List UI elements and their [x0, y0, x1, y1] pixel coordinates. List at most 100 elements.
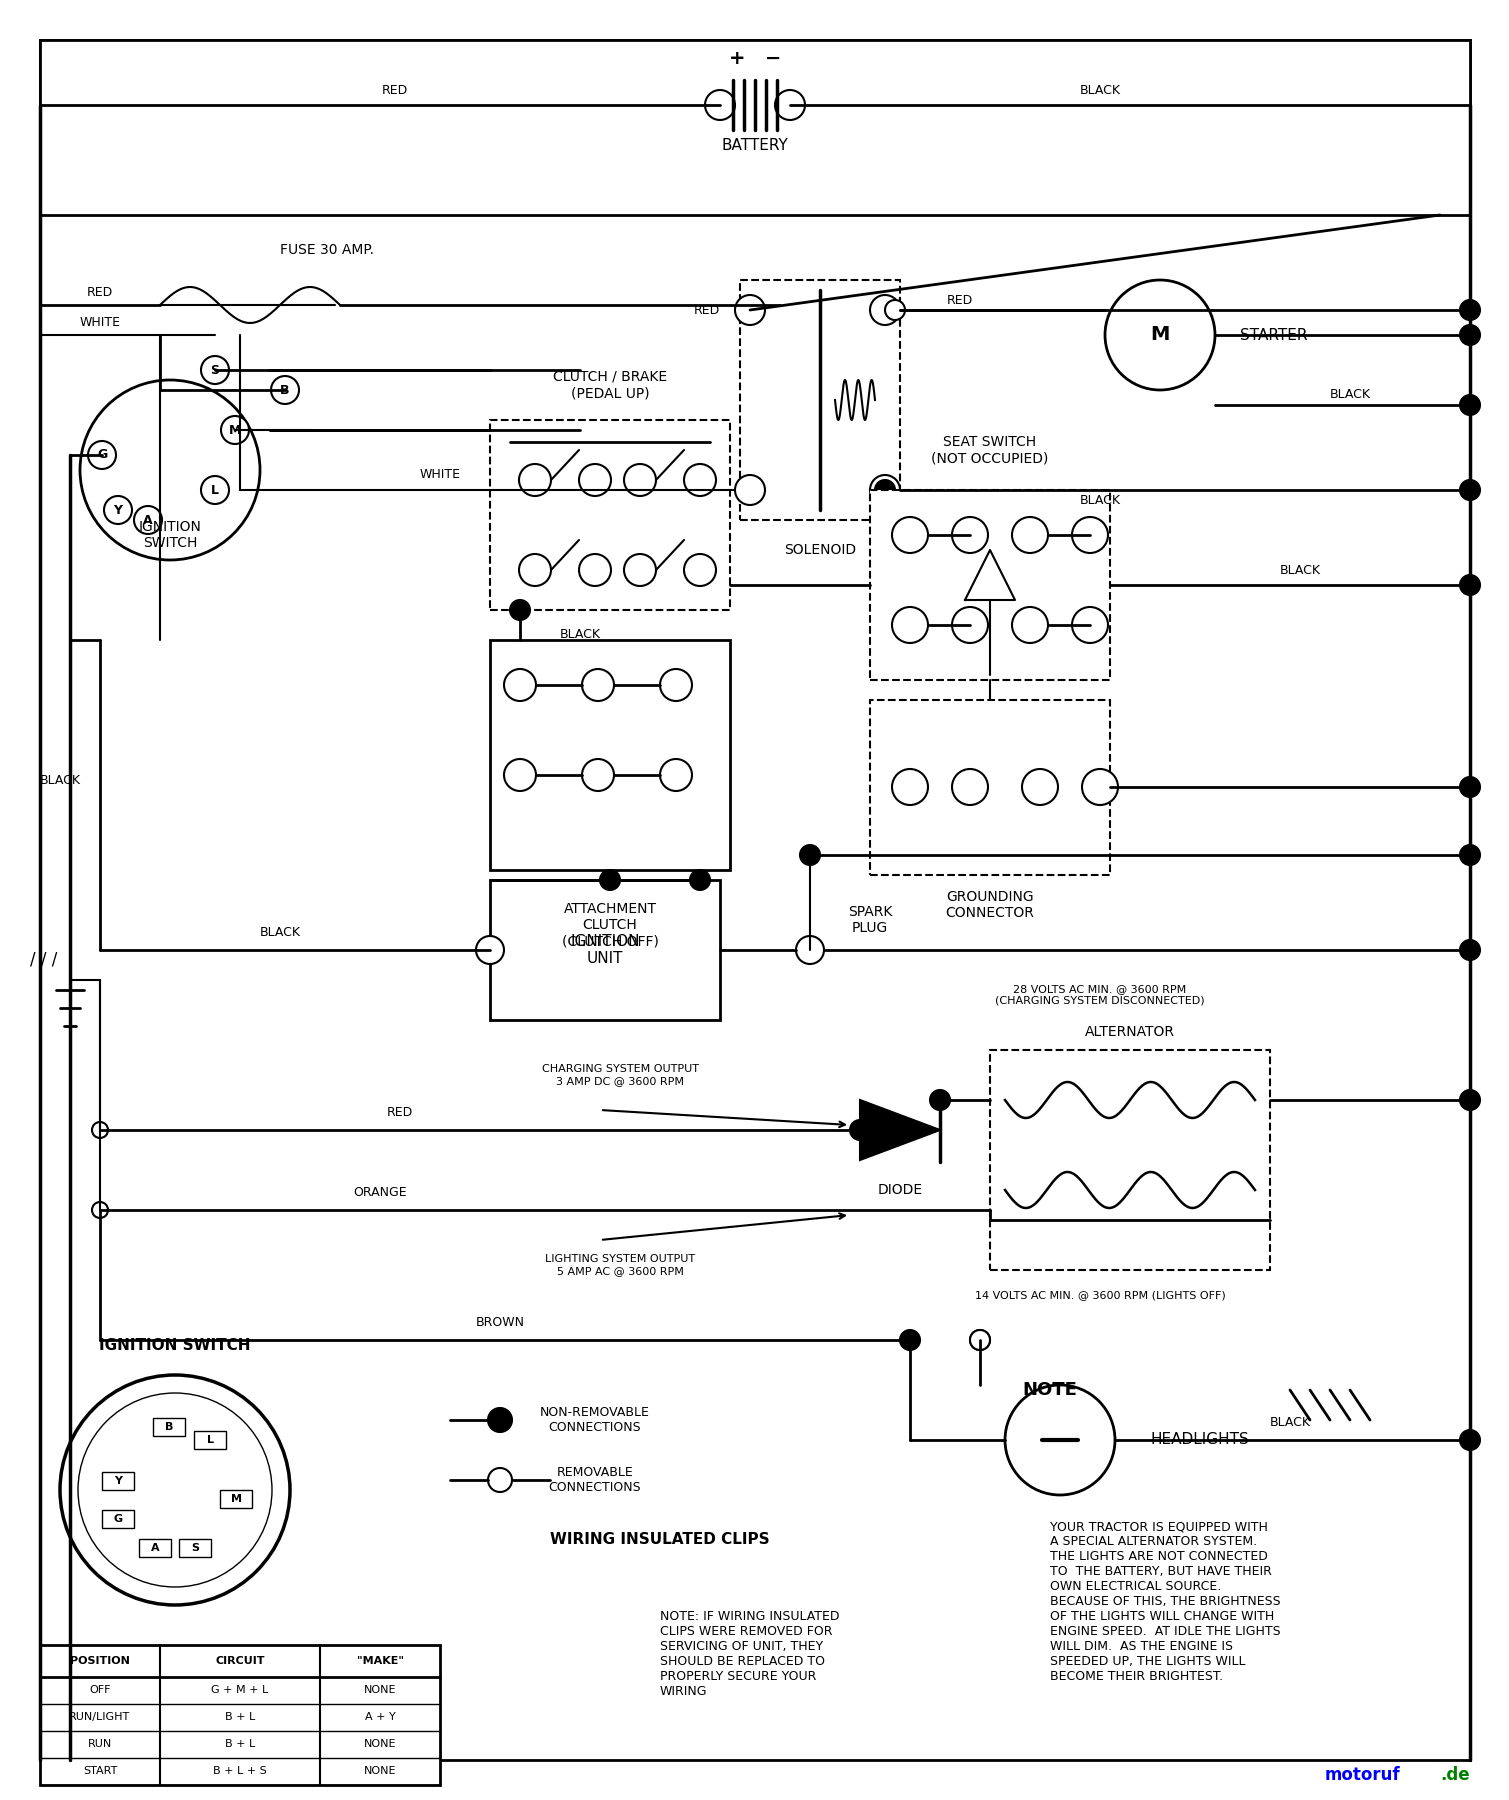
Bar	[490, 880, 720, 1021]
Text: GROUNDING
CONNECTOR: GROUNDING CONNECTOR	[946, 889, 1035, 920]
Circle shape	[579, 554, 611, 587]
Circle shape	[970, 1330, 990, 1350]
Circle shape	[952, 607, 988, 643]
Text: .de: .de	[1440, 1766, 1470, 1784]
Circle shape	[776, 90, 804, 121]
Circle shape	[690, 869, 711, 889]
Circle shape	[1461, 778, 1480, 797]
Text: BLACK: BLACK	[1329, 389, 1370, 401]
Circle shape	[875, 481, 895, 500]
Text: FUSE 30 AMP.: FUSE 30 AMP.	[281, 243, 374, 257]
Text: SPARK
PLUG: SPARK PLUG	[848, 905, 892, 936]
Circle shape	[1461, 394, 1480, 416]
Text: RED: RED	[386, 1105, 413, 1118]
Text: BLACK: BLACK	[560, 628, 601, 641]
Text: M: M	[1150, 326, 1169, 344]
Text: NOTE: NOTE	[1023, 1381, 1077, 1399]
Text: 14 VOLTS AC MIN. @ 3600 RPM (LIGHTS OFF): 14 VOLTS AC MIN. @ 3600 RPM (LIGHTS OFF)	[975, 1291, 1225, 1300]
Circle shape	[582, 670, 614, 700]
Circle shape	[1013, 517, 1047, 553]
Circle shape	[800, 844, 819, 866]
Circle shape	[1071, 607, 1108, 643]
Text: ATTACHMENT
CLUTCH
(CLUTCH OFF): ATTACHMENT CLUTCH (CLUTCH OFF)	[561, 902, 658, 949]
Text: OFF: OFF	[89, 1685, 110, 1696]
Text: NOTE: IF WIRING INSULATED
CLIPS WERE REMOVED FOR
SERVICING OF UNIT, THEY
SHOULD : NOTE: IF WIRING INSULATED CLIPS WERE REM…	[659, 1609, 839, 1697]
Circle shape	[80, 380, 260, 560]
Text: ORANGE: ORANGE	[353, 1186, 407, 1199]
Text: A + Y: A + Y	[365, 1712, 395, 1723]
Text: IGNITION
SWITCH: IGNITION SWITCH	[139, 520, 201, 551]
Text: NONE: NONE	[364, 1685, 397, 1696]
Circle shape	[582, 760, 614, 790]
Circle shape	[952, 769, 988, 805]
Text: BROWN: BROWN	[475, 1316, 525, 1328]
Text: START: START	[83, 1766, 118, 1777]
Circle shape	[220, 416, 249, 445]
Circle shape	[1461, 574, 1480, 596]
Circle shape	[1105, 281, 1215, 391]
Circle shape	[579, 464, 611, 497]
Text: RED: RED	[88, 286, 113, 299]
Bar	[180, 1539, 211, 1557]
Text: Y: Y	[115, 1476, 122, 1487]
Circle shape	[201, 475, 229, 504]
Text: M: M	[229, 423, 241, 437]
Circle shape	[504, 760, 536, 790]
Text: S: S	[192, 1543, 199, 1553]
Text: G: G	[97, 448, 107, 461]
Text: WHITE: WHITE	[80, 317, 121, 329]
Text: RED: RED	[694, 304, 720, 317]
Text: +: +	[729, 49, 745, 67]
Circle shape	[884, 301, 905, 320]
Bar	[195, 1431, 226, 1449]
Circle shape	[899, 1330, 920, 1350]
Circle shape	[104, 497, 131, 524]
Circle shape	[487, 1469, 512, 1492]
Text: STARTER: STARTER	[1240, 328, 1307, 342]
Text: L: L	[207, 1435, 213, 1445]
Text: B + L + S: B + L + S	[213, 1766, 267, 1777]
Bar	[220, 1490, 252, 1508]
Circle shape	[735, 475, 765, 506]
Circle shape	[487, 1408, 512, 1433]
Text: BLACK: BLACK	[260, 925, 300, 938]
Text: RED: RED	[946, 293, 973, 306]
Circle shape	[684, 464, 715, 497]
Circle shape	[871, 295, 899, 326]
Bar	[103, 1472, 134, 1490]
Circle shape	[475, 936, 504, 965]
Circle shape	[892, 769, 928, 805]
Text: RUN/LIGHT: RUN/LIGHT	[69, 1712, 131, 1723]
Text: LIGHTING SYSTEM OUTPUT
5 AMP AC @ 3600 RPM: LIGHTING SYSTEM OUTPUT 5 AMP AC @ 3600 R…	[545, 1255, 696, 1276]
Text: "MAKE": "MAKE"	[356, 1656, 403, 1667]
Bar	[152, 1418, 186, 1436]
Text: BLACK: BLACK	[1079, 493, 1121, 506]
Circle shape	[1461, 940, 1480, 959]
Text: −: −	[765, 49, 782, 67]
Text: SOLENOID: SOLENOID	[785, 544, 856, 556]
Text: DIODE: DIODE	[877, 1183, 922, 1197]
Text: B + L: B + L	[225, 1739, 255, 1750]
Circle shape	[272, 376, 299, 403]
Text: BATTERY: BATTERY	[721, 137, 788, 153]
Bar	[990, 1049, 1271, 1271]
Circle shape	[952, 517, 988, 553]
Text: CHARGING SYSTEM OUTPUT
3 AMP DC @ 3600 RPM: CHARGING SYSTEM OUTPUT 3 AMP DC @ 3600 R…	[542, 1064, 699, 1085]
Text: A: A	[143, 513, 152, 526]
Text: BLACK: BLACK	[1280, 563, 1320, 576]
Polygon shape	[860, 1100, 940, 1159]
Bar	[41, 1645, 441, 1786]
Circle shape	[88, 441, 116, 470]
Bar	[103, 1510, 134, 1528]
Circle shape	[1461, 326, 1480, 346]
Bar	[739, 281, 899, 520]
Text: BLACK: BLACK	[39, 774, 80, 787]
Circle shape	[134, 506, 161, 535]
Circle shape	[78, 1393, 272, 1588]
Text: HEADLIGHTS: HEADLIGHTS	[1150, 1433, 1249, 1447]
Bar	[871, 490, 1111, 680]
Circle shape	[1005, 1384, 1115, 1496]
Text: IGNITION SWITCH: IGNITION SWITCH	[100, 1337, 250, 1352]
Text: RUN: RUN	[88, 1739, 112, 1750]
Text: / / /: / / /	[30, 950, 57, 968]
